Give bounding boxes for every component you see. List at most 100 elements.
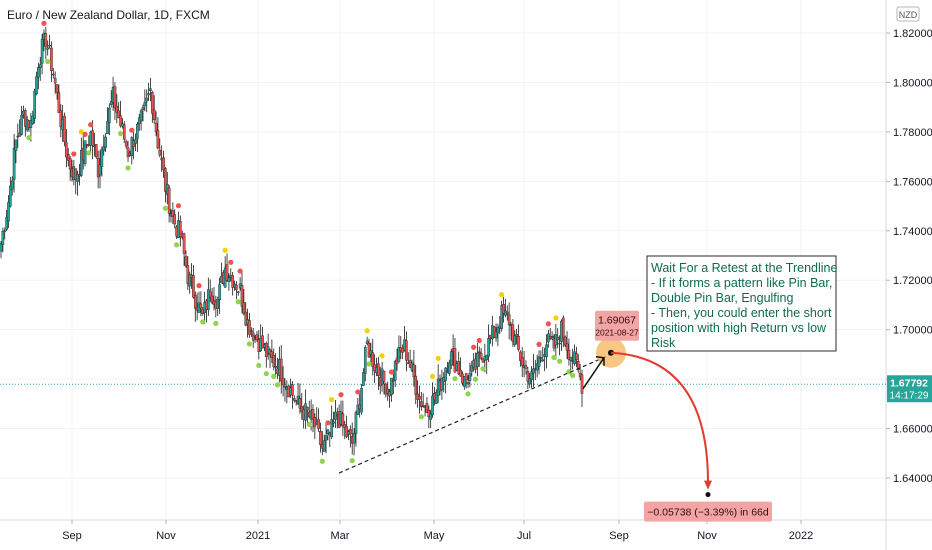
candle-body <box>535 363 539 371</box>
candle-body <box>83 140 87 164</box>
candle-body <box>563 336 567 346</box>
trendline[interactable] <box>338 353 612 474</box>
signal-dot <box>174 242 180 248</box>
x-tick-label: Nov <box>156 530 176 542</box>
candle-body <box>463 376 466 387</box>
projection-arrow[interactable] <box>610 351 709 483</box>
candle-body <box>545 344 548 358</box>
candle-body <box>479 352 483 359</box>
candle-body <box>367 343 371 358</box>
y-tick-label: 1.80000 <box>893 77 932 89</box>
candle-body <box>193 295 197 309</box>
target-date-text: 2021-08-27 <box>595 328 639 338</box>
candle-body <box>53 77 57 84</box>
candle-body <box>35 76 38 95</box>
candles <box>0 26 584 456</box>
candle-body <box>272 355 276 368</box>
signal-dot <box>222 247 228 253</box>
candle-body <box>494 330 498 339</box>
signal-dot <box>26 135 32 141</box>
candle-body <box>65 142 68 158</box>
candle-body <box>207 289 210 310</box>
y-tick-label: 1.72000 <box>893 275 932 287</box>
candle-body <box>513 335 517 345</box>
signal-dot <box>319 458 325 464</box>
candle-body <box>218 284 221 301</box>
candle-body <box>487 338 490 357</box>
candle-body <box>298 398 302 409</box>
currency-badge[interactable] <box>896 6 920 22</box>
x-tick-label: Nov <box>697 530 717 542</box>
candle-body <box>558 342 561 345</box>
candle-body <box>227 277 231 282</box>
candle-body <box>397 346 401 363</box>
x-axis-labels: Sep Nov 2021 Mar May Jul Sep Nov 2022 <box>62 520 813 542</box>
candle-body <box>444 367 447 381</box>
retest-arrow-head <box>595 355 605 366</box>
annotation-box[interactable] <box>646 255 837 352</box>
signal-dot <box>452 376 458 382</box>
signal-dot <box>271 373 277 379</box>
candle-body <box>240 285 244 307</box>
candle-body <box>151 92 154 114</box>
signal-dot <box>200 319 206 325</box>
candle-body <box>317 419 320 429</box>
candle-body <box>158 150 162 156</box>
signal-dot <box>78 129 84 135</box>
candle-body <box>164 168 167 192</box>
candle-body <box>0 243 3 252</box>
signal-dot <box>196 283 202 289</box>
candle-body <box>363 346 367 374</box>
candle-body <box>126 147 130 158</box>
candle-body <box>38 64 42 68</box>
signal-dot <box>379 353 385 359</box>
candle-body <box>80 150 83 176</box>
candle-body <box>104 136 107 148</box>
candle-body <box>519 351 522 361</box>
candle-body <box>20 114 23 135</box>
candle-body <box>66 154 70 161</box>
candle-body <box>330 419 333 438</box>
candle-body <box>210 295 214 304</box>
candle-body <box>532 368 535 374</box>
annotation-line-6: Risk <box>651 336 676 350</box>
signal-dot <box>553 315 559 321</box>
projection-label: −0.05738 (−3.39%) in 66d <box>647 507 769 519</box>
candle-body <box>293 398 296 401</box>
candle-body <box>464 373 468 381</box>
candle-body <box>453 348 457 373</box>
target-price-tag <box>595 310 639 341</box>
signal-dot <box>388 369 395 375</box>
candle-body <box>216 298 220 309</box>
candle-body <box>33 90 36 119</box>
candle-body <box>537 356 541 367</box>
chart-title: Euro / New Zealand Dollar, 1D, FXCM <box>7 8 210 22</box>
candle-body <box>50 47 53 72</box>
candle-body <box>515 334 518 337</box>
signal-dot <box>471 344 477 350</box>
signal-dot <box>117 130 124 137</box>
candle-body <box>481 358 485 363</box>
candle-body <box>580 374 584 394</box>
candle-body <box>188 274 191 287</box>
candle-body <box>115 105 119 113</box>
signal-dot <box>88 122 94 128</box>
candle-body <box>448 362 451 374</box>
signal-dot <box>551 354 557 361</box>
candle-body <box>343 424 347 428</box>
price-axis[interactable] <box>886 0 932 550</box>
signal-dot <box>125 165 131 171</box>
signal-dot <box>366 361 372 367</box>
projection-endpoint <box>705 492 711 498</box>
candle-body <box>386 388 390 394</box>
annotation-line-3: Double Pin Bar, Engulfing <box>651 291 794 305</box>
candle-body <box>459 369 462 377</box>
candle-body <box>5 217 8 230</box>
last-price-value: 1.67792 <box>890 377 928 389</box>
candle-body <box>500 305 503 329</box>
signal-dot <box>435 355 441 361</box>
candle-body <box>98 164 102 176</box>
signal-dot <box>418 414 424 420</box>
candle-body <box>420 401 423 408</box>
